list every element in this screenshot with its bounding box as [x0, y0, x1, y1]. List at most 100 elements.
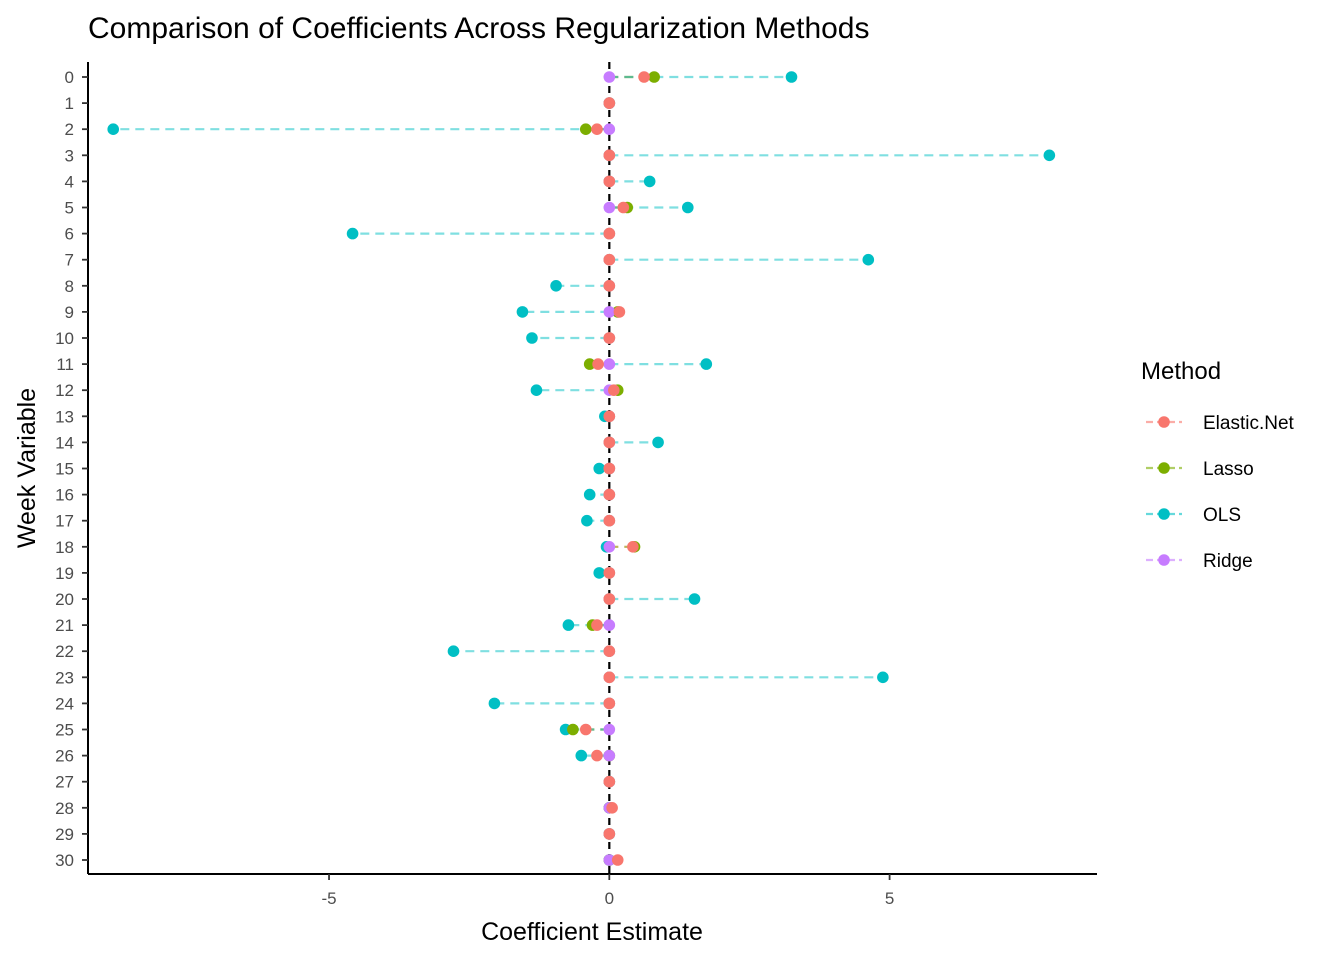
point-ols-week-21	[562, 619, 575, 631]
point-ridge-week-21	[603, 619, 616, 631]
y-tick-label-23: 23	[55, 668, 74, 687]
point-ols-week-9	[516, 306, 529, 318]
point-elastic-net-week-8	[603, 280, 616, 292]
legend-item-ridge: Ridge	[1146, 551, 1253, 572]
point-elastic-net-week-28	[606, 802, 618, 814]
y-tick-label-28: 28	[55, 799, 74, 818]
point-elastic-net-week-30	[611, 854, 624, 866]
point-ols-week-16	[583, 488, 596, 501]
y-tick-label-1: 1	[65, 94, 74, 113]
point-ols-week-15	[593, 462, 606, 475]
legend-label-ols: OLS	[1203, 505, 1241, 526]
point-ridge-week-5	[603, 201, 616, 214]
point-elastic-net-week-19	[603, 567, 616, 579]
y-tick-label-10: 10	[55, 329, 74, 348]
point-ols-week-12	[530, 384, 543, 397]
point-ols-week-17	[581, 514, 593, 527]
point-elastic-net-week-5	[617, 201, 630, 214]
point-elastic-net-week-12	[608, 384, 620, 397]
y-tick-label-11: 11	[56, 355, 74, 374]
x-tick-label-0: -5	[321, 889, 336, 908]
y-tick-label-29: 29	[55, 825, 74, 844]
y-tick-label-2: 2	[65, 120, 74, 139]
point-elastic-net-week-9	[613, 306, 626, 318]
y-tick-label-8: 8	[65, 277, 74, 296]
point-ols-week-20	[688, 593, 701, 605]
y-tick-label-21: 21	[55, 616, 74, 635]
point-lasso-week-25	[567, 723, 579, 736]
y-axis-title: Week Variable	[13, 388, 41, 548]
point-elastic-net-week-20	[603, 593, 616, 605]
legend-label-lasso: Lasso	[1203, 459, 1254, 480]
y-tick-label-12: 12	[55, 381, 74, 400]
point-elastic-net-week-29	[603, 828, 616, 840]
legend-key-point-ols	[1158, 508, 1170, 520]
point-elastic-net-week-13	[603, 410, 616, 423]
point-elastic-net-week-1	[603, 97, 616, 109]
y-tick-label-20: 20	[55, 590, 74, 609]
y-tick-label-14: 14	[55, 433, 74, 452]
y-tick-label-26: 26	[55, 747, 74, 766]
point-elastic-net-week-16	[603, 488, 616, 501]
point-ols-week-11	[700, 358, 713, 370]
y-tick-label-13: 13	[55, 407, 74, 426]
point-elastic-net-week-10	[603, 332, 616, 344]
point-elastic-net-week-18	[627, 541, 639, 553]
point-ols-week-5	[681, 201, 694, 214]
legend-key-point-elastic-net	[1158, 416, 1170, 428]
point-elastic-net-week-11	[592, 358, 604, 370]
point-ridge-week-2	[603, 123, 616, 135]
y-tick-label-0: 0	[65, 68, 74, 87]
point-ols-week-26	[575, 749, 588, 762]
segments	[113, 75, 1050, 862]
point-ridge-week-11	[603, 358, 616, 370]
plot-area	[107, 62, 1056, 874]
x-axis-ticks: -5 0 5	[321, 874, 894, 908]
point-ridge-week-30	[603, 854, 616, 866]
point-elastic-net-week-21	[591, 619, 603, 631]
point-elastic-net-week-23	[603, 671, 616, 684]
point-elastic-net-week-0	[638, 71, 650, 83]
point-elastic-net-week-2	[591, 123, 603, 135]
point-elastic-net-week-14	[603, 436, 616, 449]
point-elastic-net-week-17	[603, 514, 616, 527]
y-tick-label-5: 5	[65, 199, 74, 218]
x-tick-label-2: 5	[885, 889, 894, 908]
point-ridge-week-26	[603, 749, 616, 762]
y-tick-label-6: 6	[65, 225, 74, 244]
legend-label-ridge: Ridge	[1203, 551, 1253, 572]
point-elastic-net-week-24	[603, 697, 616, 710]
legend-items: Elastic.Net Lasso OLS Ridge	[1146, 413, 1295, 572]
y-tick-label-16: 16	[55, 486, 74, 505]
point-ols-week-2	[107, 123, 120, 135]
legend-key-point-ridge	[1158, 554, 1170, 566]
points	[107, 71, 1056, 866]
y-tick-label-27: 27	[55, 773, 74, 792]
point-elastic-net-week-7	[603, 253, 616, 266]
point-elastic-net-week-3	[603, 149, 616, 162]
point-lasso-week-11	[583, 358, 596, 370]
point-ols-week-19	[593, 567, 606, 579]
y-tick-label-24: 24	[55, 694, 74, 713]
y-tick-label-18: 18	[55, 538, 74, 557]
point-lasso-week-0	[648, 71, 660, 83]
point-ridge-week-0	[603, 71, 616, 83]
point-ols-week-6	[346, 227, 359, 240]
legend-item-ols: OLS	[1146, 505, 1241, 526]
point-elastic-net-week-6	[603, 227, 616, 240]
legend-title: Method	[1141, 358, 1221, 385]
point-elastic-net-week-26	[591, 749, 603, 762]
y-tick-label-4: 4	[65, 172, 74, 191]
y-tick-label-9: 9	[65, 303, 74, 322]
y-tick-label-25: 25	[55, 721, 74, 740]
y-tick-label-22: 22	[55, 642, 74, 661]
point-ols-week-8	[550, 280, 562, 292]
y-axis-ticks: 0123456789101112131415161718192021222324…	[55, 68, 88, 870]
chart-title: Comparison of Coefficients Across Regula…	[88, 12, 870, 45]
point-ols-week-3	[1043, 149, 1056, 162]
point-elastic-net-week-22	[603, 645, 616, 657]
legend-label-elastic-net: Elastic.Net	[1203, 413, 1295, 434]
point-elastic-net-week-4	[603, 175, 616, 188]
point-ridge-week-18	[603, 541, 616, 553]
